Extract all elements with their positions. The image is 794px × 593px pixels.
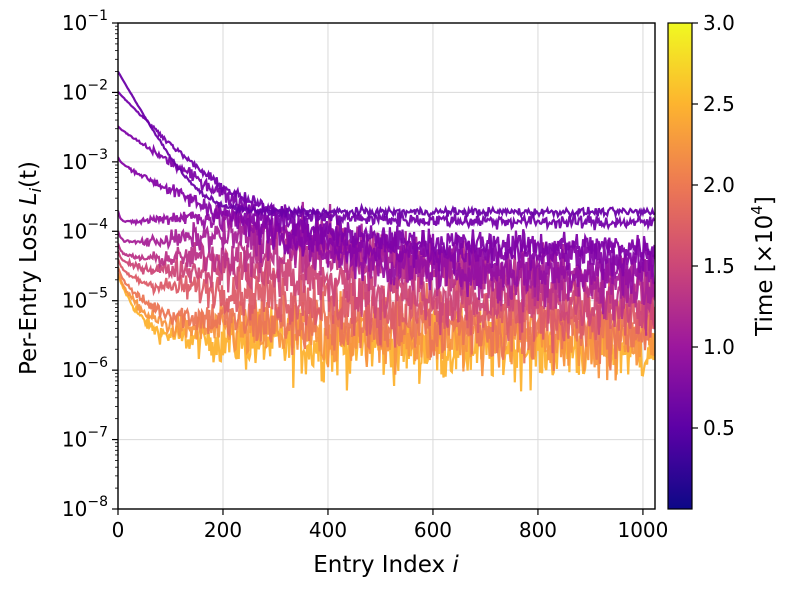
- plot-frame: [117, 22, 656, 510]
- series-line-t-1-9: [118, 243, 655, 336]
- y-axis-ticks: 10−1 10−2 10−3 10−4 10−5 10−6 10−7 10−8: [62, 8, 118, 521]
- colorbar-tick-label: 1.0: [703, 335, 735, 359]
- colorbar-ticks: 0.5 1.0 1.5 2.0 2.5 3.0: [692, 11, 735, 440]
- y-axis-label: Per-Entry Loss Li(t): [16, 161, 45, 375]
- x-tick-label: 400: [309, 518, 347, 542]
- y-tick-label: 10−7: [62, 425, 108, 452]
- x-tick-label: 200: [204, 518, 242, 542]
- series-lines: [118, 70, 655, 392]
- series-line-t-0-5: [118, 125, 655, 263]
- x-tick-label: 600: [414, 518, 452, 542]
- series-line-t-1-0: [118, 202, 655, 297]
- colorbar-tick-label: 2.0: [703, 173, 735, 197]
- x-tick-label: 800: [519, 518, 557, 542]
- series-line-t-0-2: [118, 70, 655, 221]
- colorbar-tick-label: 0.5: [703, 416, 735, 440]
- x-tick-label: 0: [112, 518, 125, 542]
- x-tick-label: 1000: [617, 518, 668, 542]
- y-tick-label: 10−8: [62, 494, 108, 521]
- x-axis-label: Entry Index i: [313, 552, 459, 578]
- y-tick-label: 10−2: [62, 77, 108, 104]
- series-line-t-0-3: [118, 91, 655, 232]
- colorbar-tick-label: 1.5: [703, 254, 735, 278]
- colorbar-tick-label: 3.0: [703, 11, 735, 35]
- y-tick-label: 10−1: [62, 8, 108, 35]
- colorbar-tick-label: 2.5: [703, 92, 735, 116]
- colorbar: [667, 22, 693, 510]
- x-axis-ticks: 0 200 400 600 800 1000: [112, 509, 668, 542]
- y-tick-label: 10−6: [62, 355, 108, 382]
- colorbar-label: Time [×104]: [748, 196, 778, 337]
- y-tick-label: 10−3: [62, 147, 108, 174]
- y-tick-label: 10−4: [62, 216, 108, 243]
- y-tick-label: 10−5: [62, 286, 108, 313]
